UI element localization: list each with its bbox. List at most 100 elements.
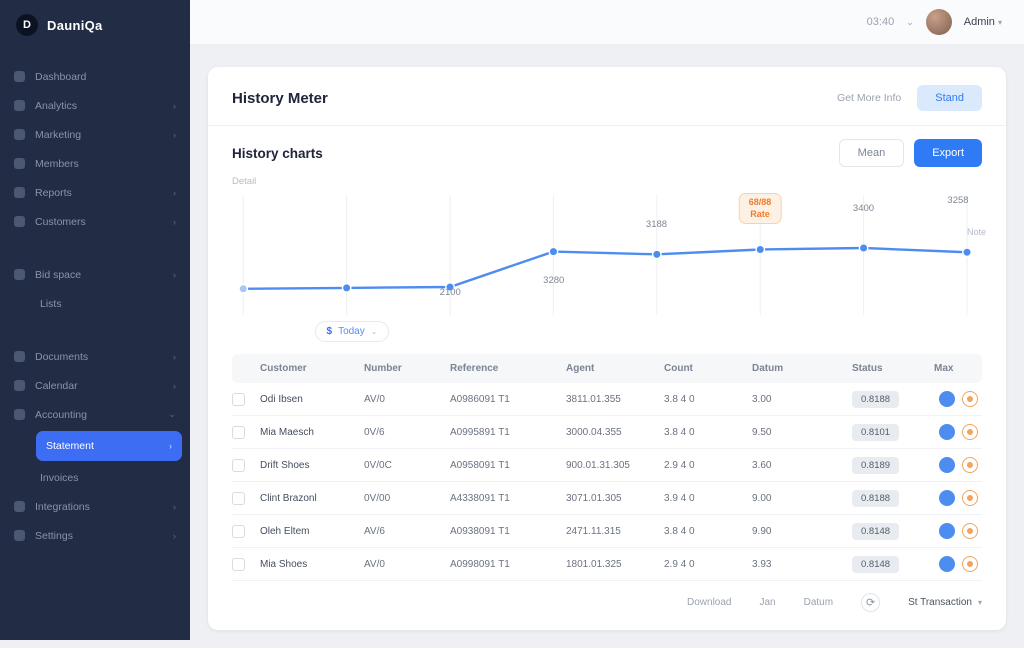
cell-reference: A0986091 T1 xyxy=(450,393,510,405)
sidebar-item-dashboard[interactable]: Dashboard xyxy=(0,62,190,91)
footer-download-link[interactable]: Download xyxy=(687,597,732,608)
sidebar-item-lists[interactable]: Lists xyxy=(0,289,190,318)
calendar-icon xyxy=(14,380,25,391)
cell-number: AV/6 xyxy=(364,525,385,537)
chart-point-label: 3258 xyxy=(947,195,969,206)
cell-reference: A0995891 T1 xyxy=(450,426,510,438)
row-checkbox[interactable] xyxy=(232,524,245,538)
row-checkbox[interactable] xyxy=(232,392,245,406)
customer-name: Oleh Eltem xyxy=(260,525,310,537)
caret-down-icon: ⌄ xyxy=(370,327,378,336)
cell-reference: A0938091 T1 xyxy=(450,525,510,537)
user-action-icon[interactable] xyxy=(939,424,955,440)
sidebar-item-accounting[interactable]: Accounting ⌄ xyxy=(0,400,190,429)
mean-button[interactable]: Mean xyxy=(838,139,905,167)
row-checkbox[interactable] xyxy=(232,458,245,472)
bid-space-icon xyxy=(14,269,25,280)
status-badge: 0.8101 xyxy=(852,423,900,441)
sidebar-item-bid-space[interactable]: Bid space › xyxy=(0,260,190,289)
chevron-right-icon: › xyxy=(173,216,176,227)
sidebar-item-label: Bid space xyxy=(35,268,82,281)
page-title: History Meter xyxy=(232,89,328,107)
sidebar-item-label: Accounting xyxy=(35,408,87,421)
sidebar-item-customers[interactable]: Customers › xyxy=(0,207,190,236)
sidebar-item-statement[interactable]: Statement › xyxy=(36,431,182,461)
alert-action-icon[interactable] xyxy=(962,490,978,506)
status-badge: 0.8188 xyxy=(852,390,900,408)
alert-action-icon[interactable] xyxy=(962,556,978,572)
status-badge: 0.8188 xyxy=(852,489,900,507)
dollar-icon: $ xyxy=(326,326,333,337)
today-filter-pill[interactable]: $ Today ⌄ xyxy=(314,321,390,342)
logo-icon: D xyxy=(16,14,38,36)
export-button[interactable]: Export xyxy=(914,139,982,167)
sidebar-item-reports[interactable]: Reports › xyxy=(0,178,190,207)
cell-number: AV/0 xyxy=(364,393,385,405)
user-action-icon[interactable] xyxy=(939,556,955,572)
customers-icon xyxy=(14,216,25,227)
footer-datum-link[interactable]: Datum xyxy=(803,597,834,608)
sidebar-item-label: Statement xyxy=(46,440,94,452)
sidebar-item-documents[interactable]: Documents › xyxy=(0,342,190,371)
stand-button[interactable]: Stand xyxy=(917,85,982,111)
marketing-icon xyxy=(14,129,25,140)
documents-icon xyxy=(14,351,25,362)
app-logo[interactable]: D DauniQa xyxy=(0,0,190,58)
cell-agent: 3811.01.355 xyxy=(566,393,621,405)
refresh-icon[interactable]: ⟳ xyxy=(861,593,881,612)
cell-agent: 900.01.31.305 xyxy=(566,459,630,471)
user-avatar[interactable] xyxy=(925,9,952,35)
sidebar-item-invoices[interactable]: Invoices xyxy=(0,463,190,492)
chevron-right-icon: › xyxy=(173,530,176,541)
row-checkbox[interactable] xyxy=(232,425,245,439)
line-chart: 2100 3280 3188 3400 3258 68/88 Rate Note xyxy=(232,191,986,315)
user-action-icon[interactable] xyxy=(939,523,955,539)
cell-datum: 3.93 xyxy=(752,558,772,570)
chevron-down-icon[interactable]: ⌄ xyxy=(906,16,914,27)
user-menu[interactable]: Admin ▾ xyxy=(964,16,1002,28)
sidebar-item-calendar[interactable]: Calendar › xyxy=(0,371,190,400)
sidebar-item-label: Reports xyxy=(35,186,72,199)
cell-number: 0V/0C xyxy=(364,459,392,471)
alert-action-icon[interactable] xyxy=(962,424,978,440)
cell-agent: 3071.01.305 xyxy=(566,492,622,504)
today-filter-label: Today xyxy=(338,326,365,337)
cell-number: AV/0 xyxy=(364,558,385,570)
main-pane: 03:40 ⌄ Admin ▾ History Meter Get More I… xyxy=(190,0,1024,640)
section-title: History charts xyxy=(232,145,323,161)
chevron-right-icon: › xyxy=(173,129,176,140)
sidebar-item-label: Calendar xyxy=(35,379,78,392)
row-checkbox[interactable] xyxy=(232,557,245,571)
chevron-right-icon: › xyxy=(173,351,176,362)
sidebar-item-integrations[interactable]: Integrations › xyxy=(0,492,190,521)
sidebar-item-analytics[interactable]: Analytics › xyxy=(0,91,190,120)
analytics-icon xyxy=(14,100,25,111)
sidebar-item-label: Customers xyxy=(35,215,86,228)
sidebar-item-members[interactable]: Members xyxy=(0,149,190,178)
alert-action-icon[interactable] xyxy=(962,523,978,539)
caret-down-icon: ▾ xyxy=(977,598,982,607)
transaction-selector[interactable]: St Transaction ▾ xyxy=(908,597,982,608)
cell-datum: 9.00 xyxy=(752,492,772,504)
footer-jan-link[interactable]: Jan xyxy=(759,597,776,608)
user-action-icon[interactable] xyxy=(939,490,955,506)
sidebar-item-label: Analytics xyxy=(35,99,78,112)
alert-action-icon[interactable] xyxy=(962,391,978,407)
cell-count: 2.9 4 0 xyxy=(664,558,695,570)
cell-datum: 3.60 xyxy=(752,459,772,471)
more-link[interactable]: Get More Info xyxy=(837,92,902,104)
divider xyxy=(208,125,1006,126)
table-footer: Download Jan Datum ⟳ St Transaction ▾ xyxy=(232,581,982,612)
cell-datum: 3.00 xyxy=(752,393,772,405)
sidebar-item-label: Settings xyxy=(35,529,73,542)
user-action-icon[interactable] xyxy=(939,457,955,473)
user-action-icon[interactable] xyxy=(939,391,955,407)
chart-point-label: 2100 xyxy=(439,287,461,298)
row-checkbox[interactable] xyxy=(232,491,245,505)
sidebar-item-settings[interactable]: Settings › xyxy=(0,521,190,550)
alert-action-icon[interactable] xyxy=(962,457,978,473)
rate-badge-label: Rate xyxy=(750,208,770,219)
sidebar-item-marketing[interactable]: Marketing › xyxy=(0,120,190,149)
sidebar-item-label: Integrations xyxy=(35,500,90,513)
